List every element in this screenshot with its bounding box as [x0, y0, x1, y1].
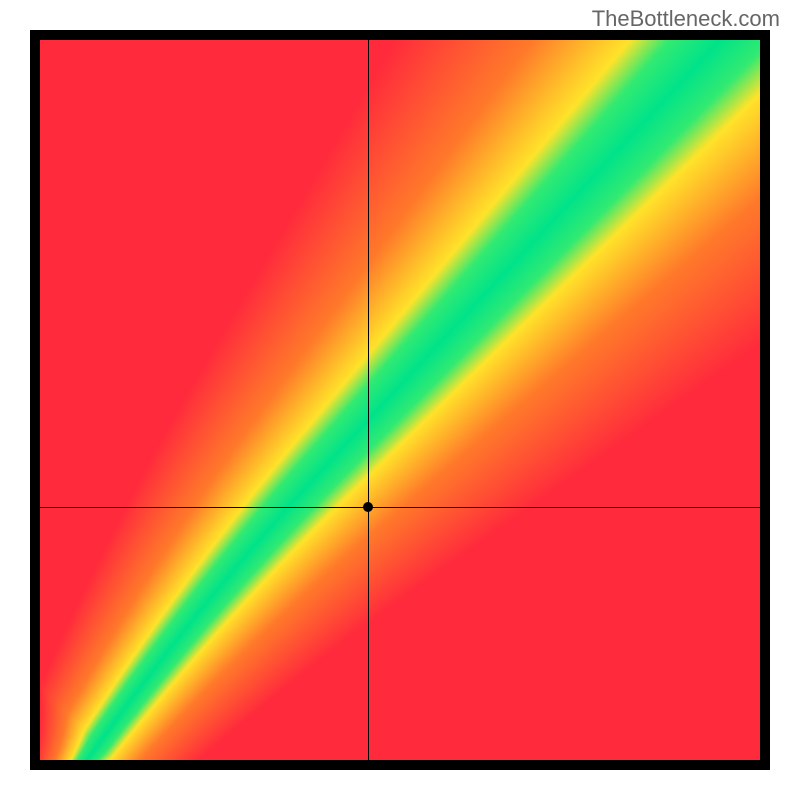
chart-container: TheBottleneck.com [0, 0, 800, 800]
watermark-text: TheBottleneck.com [592, 6, 780, 32]
marker-point [363, 502, 373, 512]
crosshair-vertical [368, 40, 369, 760]
crosshair-horizontal [40, 507, 760, 508]
heatmap-canvas [40, 40, 760, 760]
chart-frame [30, 30, 770, 770]
plot-area [40, 40, 760, 760]
